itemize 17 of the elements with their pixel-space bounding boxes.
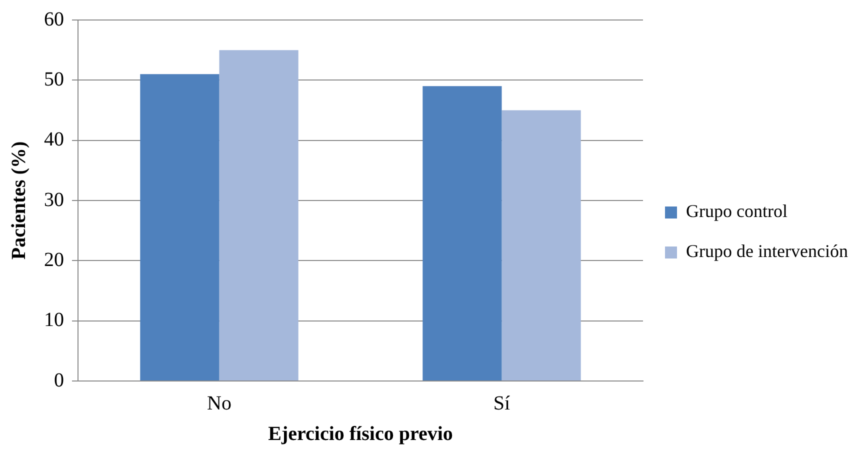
y-tick-label: 40 xyxy=(44,128,64,151)
x-tick-label: Sí xyxy=(493,392,511,414)
bar xyxy=(422,86,502,380)
y-tick-label: 0 xyxy=(54,369,64,392)
y-tick-label: 50 xyxy=(44,68,64,90)
y-tick-label: 60 xyxy=(44,8,64,30)
y-tick-label: 10 xyxy=(44,309,64,332)
x-tick-label: No xyxy=(207,392,232,414)
y-tick-label: 20 xyxy=(44,248,64,271)
y-axis-title: Pacientes (%) xyxy=(8,141,30,260)
legend-label: Grupo de intervención xyxy=(686,241,848,262)
x-axis-title: Ejercicio físico previo xyxy=(268,423,453,446)
bar xyxy=(502,110,581,380)
y-tick-label: 30 xyxy=(44,188,64,211)
bar xyxy=(140,74,220,380)
legend-label: Grupo control xyxy=(686,201,788,222)
bar xyxy=(219,50,298,380)
